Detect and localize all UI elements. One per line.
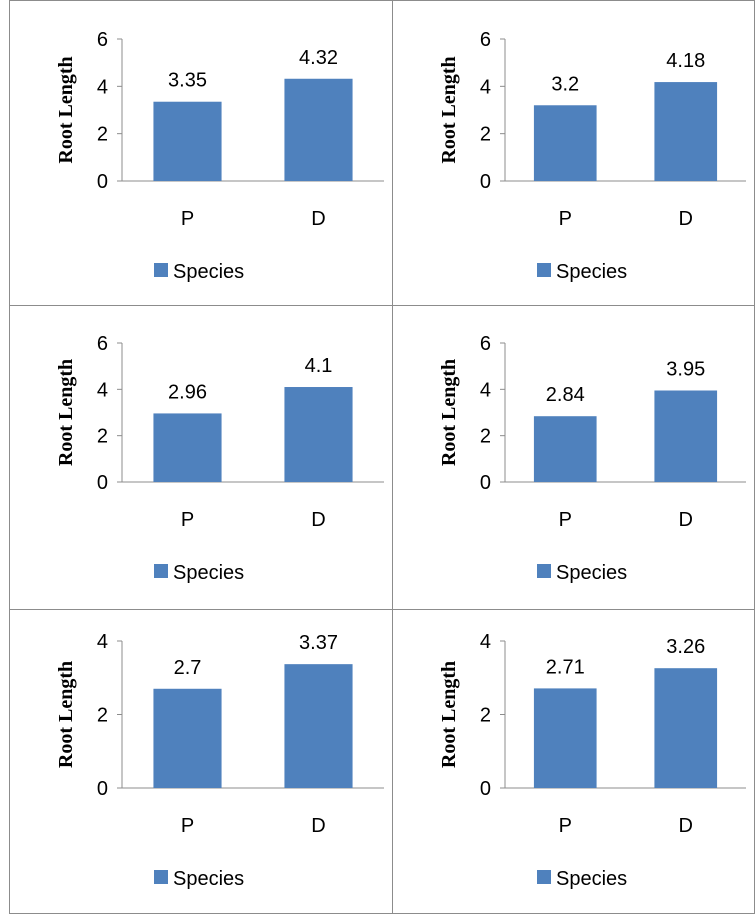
category-label: D [679, 509, 693, 531]
chart-panel-5: 0 2 4 Root Length 2.7 P 3.37 D Species [9, 609, 393, 914]
data-label: 3.35 [168, 70, 207, 92]
bar-D [654, 390, 718, 482]
y-tick-label: 2 [480, 124, 491, 146]
chart-svg-6: 0 2 4 Root Length 2.71 P 3.26 D Species [438, 631, 746, 890]
bar-P [533, 105, 597, 181]
chart-svg-5: 0 2 4 Root Length 2.7 P 3.37 D Species [55, 631, 384, 890]
legend-swatch [154, 263, 168, 277]
y-tick-label: 0 [480, 171, 491, 193]
data-label: 3.2 [551, 73, 579, 95]
data-label: 3.95 [666, 358, 705, 380]
bar-D [284, 664, 353, 788]
legend-swatch [154, 870, 168, 884]
data-label: 2.7 [174, 657, 202, 679]
y-tick-label: 6 [97, 333, 108, 355]
data-label: 2.96 [168, 381, 207, 403]
legend-swatch [537, 564, 551, 578]
y-tick-label: 4 [97, 631, 108, 653]
y-axis-title: Root Length [55, 56, 77, 163]
legend-label: Species [173, 261, 244, 283]
category-label: D [679, 815, 693, 837]
chart-svg-2: 0 2 4 6 Root Length 3.2 P 4.18 D Species [438, 29, 746, 283]
chart-svg-3: 0 2 4 6 Root Length 2.96 P 4.1 D Species [55, 333, 384, 584]
y-tick-label: 2 [97, 124, 108, 146]
data-label: 4.32 [299, 47, 338, 69]
bar-P [153, 413, 222, 482]
data-label: 4.18 [666, 50, 705, 72]
bar-D [654, 82, 718, 181]
y-tick-label: 0 [480, 472, 491, 494]
legend-label: Species [173, 868, 244, 890]
bar-P [153, 688, 222, 788]
legend-label: Species [556, 261, 627, 283]
chart-panel-4: 0 2 4 6 Root Length 2.84 P 3.95 D Species [392, 305, 755, 610]
y-tick-label: 0 [97, 472, 108, 494]
data-label: 3.37 [299, 632, 338, 654]
y-tick-label: 0 [97, 778, 108, 800]
y-tick-label: 4 [480, 379, 491, 401]
bar-D [284, 387, 353, 482]
legend-label: Species [556, 868, 627, 890]
legend-label: Species [173, 562, 244, 584]
chart-panel-6: 0 2 4 Root Length 2.71 P 3.26 D Species [392, 609, 755, 914]
chart-svg-4: 0 2 4 6 Root Length 2.84 P 3.95 D Species [438, 333, 746, 584]
y-tick-label: 6 [480, 29, 491, 51]
y-axis-title: Root Length [438, 661, 460, 768]
data-label: 4.1 [305, 355, 333, 377]
bar-D [654, 668, 718, 788]
y-tick-label: 6 [97, 29, 108, 51]
bar-P [153, 101, 222, 181]
y-axis-title: Root Length [55, 359, 77, 466]
y-axis-title: Root Length [438, 56, 460, 163]
chart-panel-2: 0 2 4 6 Root Length 3.2 P 4.18 D Species [392, 0, 755, 306]
chart-panel-1: 0 2 4 6 Root Length 3.35 P 4.32 D Species [9, 0, 393, 306]
y-tick-label: 6 [480, 333, 491, 355]
chart-panel-3: 0 2 4 6 Root Length 2.96 P 4.1 D Species [9, 305, 393, 610]
category-label: D [679, 208, 693, 230]
bar-P [533, 688, 597, 788]
legend-swatch [537, 263, 551, 277]
y-tick-label: 4 [480, 76, 491, 98]
y-tick-label: 0 [97, 171, 108, 193]
y-tick-label: 2 [480, 705, 491, 727]
category-label: P [181, 815, 194, 837]
chart-svg-1: 0 2 4 6 Root Length 3.35 P 4.32 D Species [55, 29, 384, 283]
category-label: D [311, 509, 325, 531]
y-tick-label: 2 [97, 705, 108, 727]
y-tick-label: 2 [97, 426, 108, 448]
data-label: 3.26 [666, 636, 705, 658]
category-label: D [311, 208, 325, 230]
y-axis-title: Root Length [55, 661, 77, 768]
y-tick-label: 4 [97, 379, 108, 401]
category-label: P [559, 815, 572, 837]
legend-swatch [537, 870, 551, 884]
category-label: D [311, 815, 325, 837]
y-tick-label: 4 [97, 76, 108, 98]
data-label: 2.84 [546, 384, 585, 406]
y-tick-label: 2 [480, 426, 491, 448]
chart-grid: 0 2 4 6 Root Length 3.35 P 4.32 D Species 0 2 4 6 Root… [9, 0, 755, 914]
category-label: P [559, 509, 572, 531]
data-label: 2.71 [546, 656, 585, 678]
y-tick-label: 0 [480, 778, 491, 800]
category-label: P [181, 509, 194, 531]
category-label: P [559, 208, 572, 230]
y-tick-label: 4 [480, 631, 491, 653]
category-label: P [181, 208, 194, 230]
legend-label: Species [556, 562, 627, 584]
legend-swatch [154, 564, 168, 578]
y-axis-title: Root Length [438, 359, 460, 466]
bar-D [284, 78, 353, 181]
bar-P [533, 416, 597, 482]
